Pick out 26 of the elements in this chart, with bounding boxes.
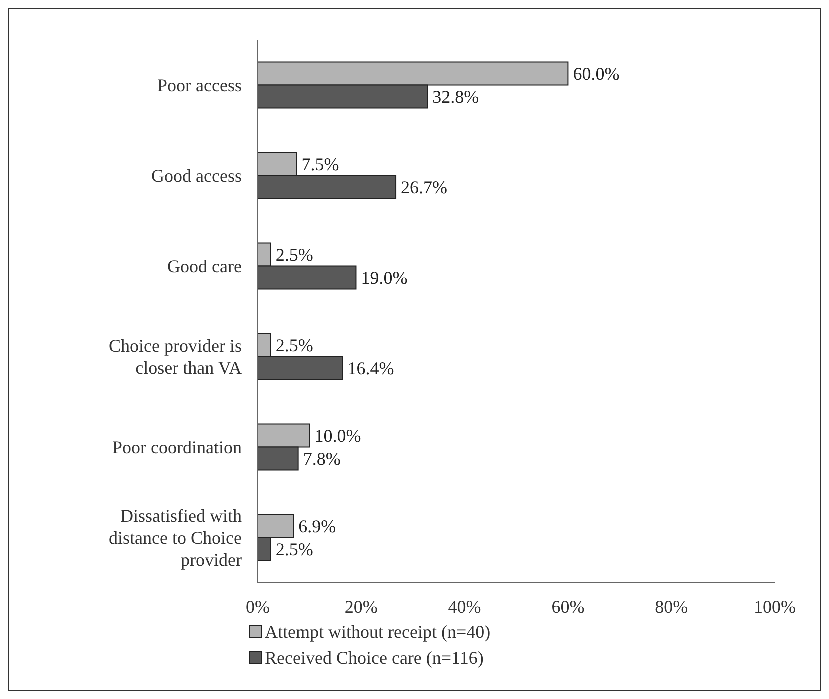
y-tick-label: Poor access <box>158 75 242 96</box>
y-tick-label: Choice provider is closer than VA <box>109 336 242 378</box>
data-label: 2.5% <box>276 539 314 560</box>
data-label: 60.0% <box>573 64 620 84</box>
data-label: 6.9% <box>298 516 336 536</box>
x-tick-label: 60% <box>552 597 585 617</box>
x-tick-label: 20% <box>344 597 378 617</box>
data-label: 7.5% <box>302 154 340 174</box>
y-tick-label: Good care <box>168 256 242 276</box>
legend-label: Received Choice care (n=116) <box>265 648 484 668</box>
x-tick-label: 0% <box>246 597 270 617</box>
x-tick-label: 40% <box>448 597 482 617</box>
data-label: 26.7% <box>401 177 448 198</box>
data-label: 2.5% <box>276 244 314 265</box>
y-tick-label: Poor coordination <box>112 437 242 458</box>
y-tick-label: Dissatisfied with distance to Choice provider <box>109 506 242 570</box>
data-label: 7.8% <box>303 448 341 469</box>
x-tick-label: 80% <box>655 597 688 617</box>
x-tick-label: 100% <box>754 597 796 617</box>
data-label: 2.5% <box>276 335 314 356</box>
data-label: 19.0% <box>361 268 408 288</box>
data-label: 32.8% <box>432 86 480 107</box>
legend-label: Attempt without receipt (n=40) <box>265 622 491 642</box>
data-label: 16.4% <box>348 358 394 378</box>
y-tick-label: Good access <box>152 166 242 186</box>
data-label: 10.0% <box>314 426 362 446</box>
